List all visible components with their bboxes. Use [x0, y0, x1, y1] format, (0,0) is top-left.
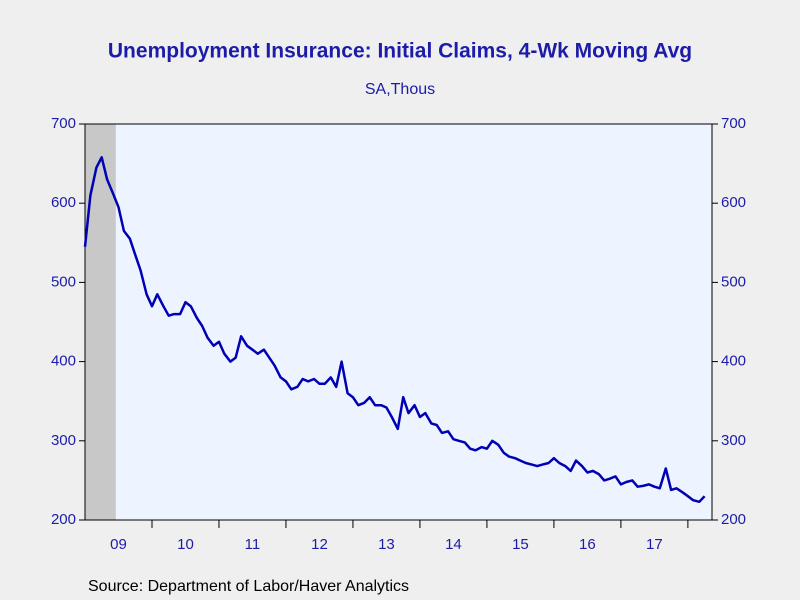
source-note: Source: Department of Labor/Haver Analyt…	[88, 578, 409, 595]
y2-tick-label: 600	[721, 194, 746, 211]
y-tick-label: 700	[51, 115, 76, 132]
x-tick-label: 11	[245, 536, 261, 553]
x-tick-label: 09	[110, 536, 127, 553]
y2-tick-label: 700	[721, 115, 746, 132]
y2-tick-label: 500	[721, 273, 746, 290]
y-tick-label: 200	[51, 511, 76, 528]
x-tick-label: 12	[311, 536, 328, 553]
chart-title: Unemployment Insurance: Initial Claims, …	[108, 40, 692, 63]
y-tick-label: 400	[51, 353, 76, 370]
x-tick-label: 10	[177, 536, 194, 553]
recession-shade	[85, 124, 116, 520]
x-tick-label: 14	[445, 536, 462, 553]
plot-area	[85, 124, 712, 520]
y-tick-label: 600	[51, 194, 76, 211]
x-tick-label: 13	[378, 536, 395, 553]
data-line	[83, 156, 706, 504]
y2-tick-label: 400	[721, 353, 746, 370]
y2-tick-label: 200	[721, 511, 746, 528]
chart-subtitle: SA,Thous	[365, 81, 435, 98]
y-tick-label: 500	[51, 273, 76, 290]
y2-tick-label: 300	[721, 432, 746, 449]
x-tick-label: 16	[579, 536, 596, 553]
x-tick-label: 17	[646, 536, 663, 553]
plot-frame	[84, 123, 713, 521]
y-tick-label: 300	[51, 432, 76, 449]
x-tick-label: 15	[512, 536, 529, 553]
